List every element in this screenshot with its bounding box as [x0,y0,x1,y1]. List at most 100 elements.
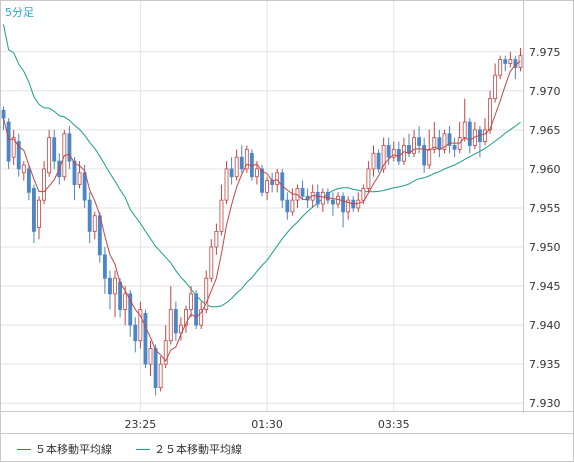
legend-item-ma5: ５本移動平均線 [17,441,112,457]
candle-body [498,59,503,76]
candle-body [422,145,427,166]
candle-body [138,309,143,342]
candle-body [189,293,193,310]
candle-body [37,199,41,228]
candle-body [224,168,229,201]
candle-body [371,152,376,170]
y-tick-label: 7.930 [529,397,561,410]
candle-body [204,277,209,310]
candle-body [447,133,452,146]
candle-body [21,164,26,174]
candle-body [442,133,447,150]
candle-body [194,293,199,326]
y-tick-label: 7.960 [529,163,561,176]
candle-body [118,281,123,310]
grid-layer [1,1,523,411]
candle-body [391,148,396,158]
candle-body [102,254,107,279]
candle-body [320,191,325,205]
x-tick-label: 01:30 [251,418,283,431]
candle-body [32,188,36,232]
y-tick-label: 7.935 [529,358,561,371]
candle-body [178,324,183,334]
candle-body [92,215,97,232]
candle-body [285,199,290,213]
candle-body [381,145,386,170]
candle-body [148,348,153,365]
x-tick-label: 03:35 [378,418,410,431]
timeframe-label: 5分足 [5,6,34,19]
candle-body [356,199,361,209]
candle-body [290,199,295,213]
candle-body [113,277,117,295]
candle-body [153,348,158,388]
y-tick-label: 7.950 [529,241,561,254]
candle-body [244,148,249,170]
candle-body [128,293,133,326]
candle-body [26,168,31,193]
ma5-line [3,60,521,362]
candle-body [275,172,280,185]
candle-body [158,363,163,388]
axis-layer: 7.975 7.970 7.965 7.960 7.955 7.950 7.945 7.940… [1,1,574,434]
candle-body [199,309,204,326]
candle-body [77,172,82,185]
candle-body [508,59,513,64]
candle-body [346,199,351,213]
candle-body [437,137,442,150]
candle-body [260,168,264,193]
candle-body [386,145,391,158]
candle-body [229,168,234,178]
candle-body [270,180,275,185]
candle-body [82,172,87,201]
ma5-layer [3,60,521,362]
candle-body [214,230,219,248]
candle-body [361,188,366,201]
candle-body [52,137,57,162]
candle-body [488,98,492,131]
candle-body [42,168,46,201]
candle-body [376,152,381,170]
candle-body [143,312,148,365]
candle-body [16,141,21,170]
ma25-layer [3,24,521,308]
y-tick-label: 7.970 [529,85,561,98]
candle-body [503,59,508,64]
candle-body [87,199,92,232]
candle-body [168,309,173,342]
candle-body [219,199,224,232]
candle-body [412,137,416,154]
candle-body [483,129,487,142]
candle-body [173,309,178,334]
candle-body [331,199,335,205]
y-tick-label: 7.965 [529,124,561,137]
legend-swatch-ma25 [136,448,150,450]
candle-body [432,137,437,150]
candle-body [133,324,138,342]
candle-body [47,137,52,174]
ma25-line [3,24,521,308]
legend-label-ma25: ２５本移動平均線 [154,443,242,456]
y-tick-label: 7.955 [529,202,561,215]
x-tick-label: 23:25 [125,418,157,431]
candle-body [366,168,371,189]
candle-body [300,188,305,197]
candle-body [6,121,11,162]
candle-body [325,191,330,201]
candle-body [265,180,269,193]
candle-body [123,293,128,310]
legend: ５本移動平均線 ２５本移動平均線 [17,441,242,457]
y-tick-label: 7.945 [529,280,561,293]
candle-body [427,148,432,166]
candle-body [239,156,244,170]
candle-body [315,191,320,205]
candle-body [467,121,472,146]
legend-item-ma25: ２５本移動平均線 [136,441,242,457]
candle-body [462,121,467,139]
legend-label-ma5: ５本移動平均線 [35,443,112,456]
candle-body [452,145,457,150]
candle-body [255,168,259,178]
y-tick-label: 7.940 [529,319,561,332]
